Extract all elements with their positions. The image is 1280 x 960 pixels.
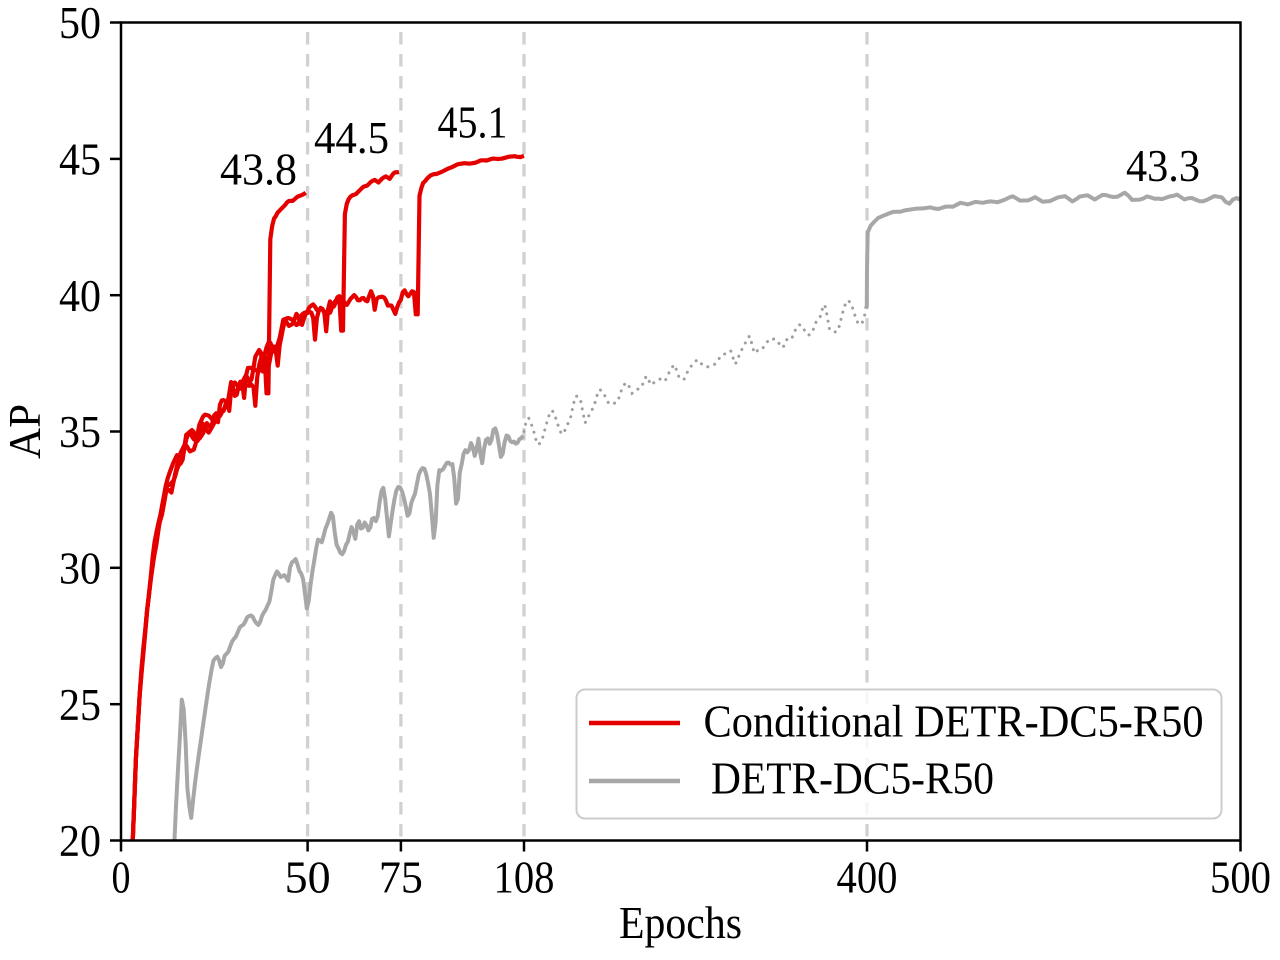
svg-text:108: 108 xyxy=(494,852,555,902)
svg-text:500: 500 xyxy=(1210,852,1271,902)
svg-text:20: 20 xyxy=(59,816,101,866)
svg-text:45.1: 45.1 xyxy=(438,98,508,148)
svg-text:35: 35 xyxy=(59,407,101,457)
svg-text:50: 50 xyxy=(285,852,331,902)
svg-text:AP: AP xyxy=(0,404,50,459)
svg-text:43.3: 43.3 xyxy=(1126,141,1200,191)
svg-text:50: 50 xyxy=(59,0,101,48)
svg-text:DETR-DC5-R50: DETR-DC5-R50 xyxy=(711,754,994,804)
svg-text:Conditional DETR-DC5-R50: Conditional DETR-DC5-R50 xyxy=(704,697,1204,747)
svg-text:Epochs: Epochs xyxy=(619,897,742,948)
svg-text:43.8: 43.8 xyxy=(220,145,297,195)
svg-text:0: 0 xyxy=(112,852,131,902)
svg-text:45: 45 xyxy=(59,135,101,185)
svg-text:25: 25 xyxy=(59,680,101,730)
svg-text:400: 400 xyxy=(837,852,898,902)
svg-text:40: 40 xyxy=(59,271,101,321)
svg-text:30: 30 xyxy=(59,543,101,593)
svg-text:44.5: 44.5 xyxy=(314,113,389,163)
svg-text:75: 75 xyxy=(379,852,423,902)
